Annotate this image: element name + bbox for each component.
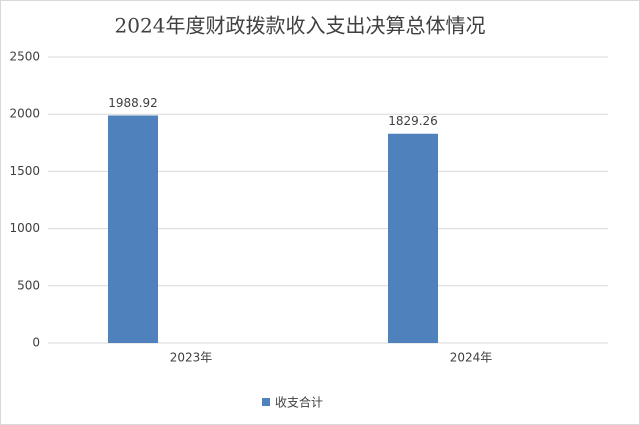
bar (388, 133, 438, 343)
x-tick-label: 2023年 (170, 351, 213, 365)
legend-swatch (262, 398, 270, 406)
data-label: 1988.92 (108, 96, 158, 110)
y-tick-label: 2000 (9, 107, 40, 121)
x-tick-label: 2024年 (450, 351, 493, 365)
y-tick-label: 0 (32, 336, 40, 350)
bar (108, 115, 158, 343)
chart-title: 2024年度财政拨款收入支出决算总体情况 (115, 14, 486, 38)
legend-label: 收支合计 (275, 395, 323, 410)
y-tick-label: 500 (17, 278, 40, 292)
y-tick-label: 1500 (9, 164, 40, 178)
y-tick-label: 2500 (9, 50, 40, 64)
data-label: 1829.26 (388, 114, 438, 128)
y-tick-label: 1000 (9, 221, 40, 235)
